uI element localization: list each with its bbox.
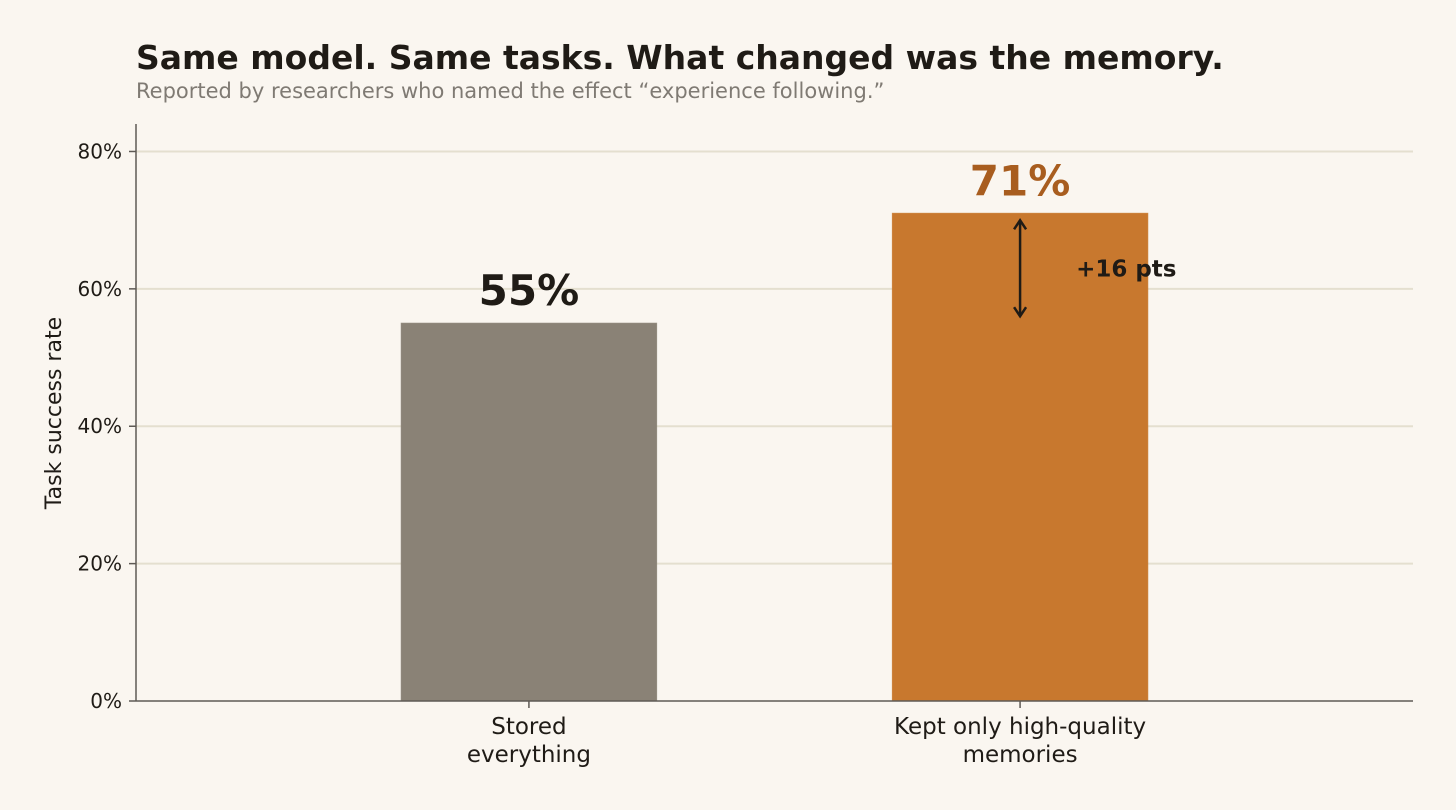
y-tick-label: 40% [78,414,122,438]
y-axis-label: Task success rate [42,317,67,510]
y-tick-label: 60% [78,277,122,301]
labels: Same model. Same tasks. What changed was… [42,38,1224,510]
bar [400,322,658,702]
x-tick-label: memories [963,742,1078,768]
x-tick-label: Kept only high-quality [894,714,1146,740]
chart-title: Same model. Same tasks. What changed was… [136,38,1224,77]
y-tick-label: 20% [78,552,122,576]
annotations: +16 pts [1013,218,1177,319]
arrow-head-up [1013,218,1028,230]
arrow-head-down [1013,306,1028,319]
gridlines [136,150,1413,565]
bars: 55% 71% [400,156,1149,702]
y-tick-label: 80% [78,139,122,163]
y-tick-label: 0% [90,689,122,713]
x-tick-label: everything [467,742,591,768]
bar-value-label: 71% [970,156,1071,205]
bar-value-label: 55% [479,266,580,315]
difference-label: +16 pts [1076,256,1176,282]
chart-subtitle: Reported by researchers who named the ef… [136,79,884,103]
x-tick-label: Stored [491,714,566,740]
